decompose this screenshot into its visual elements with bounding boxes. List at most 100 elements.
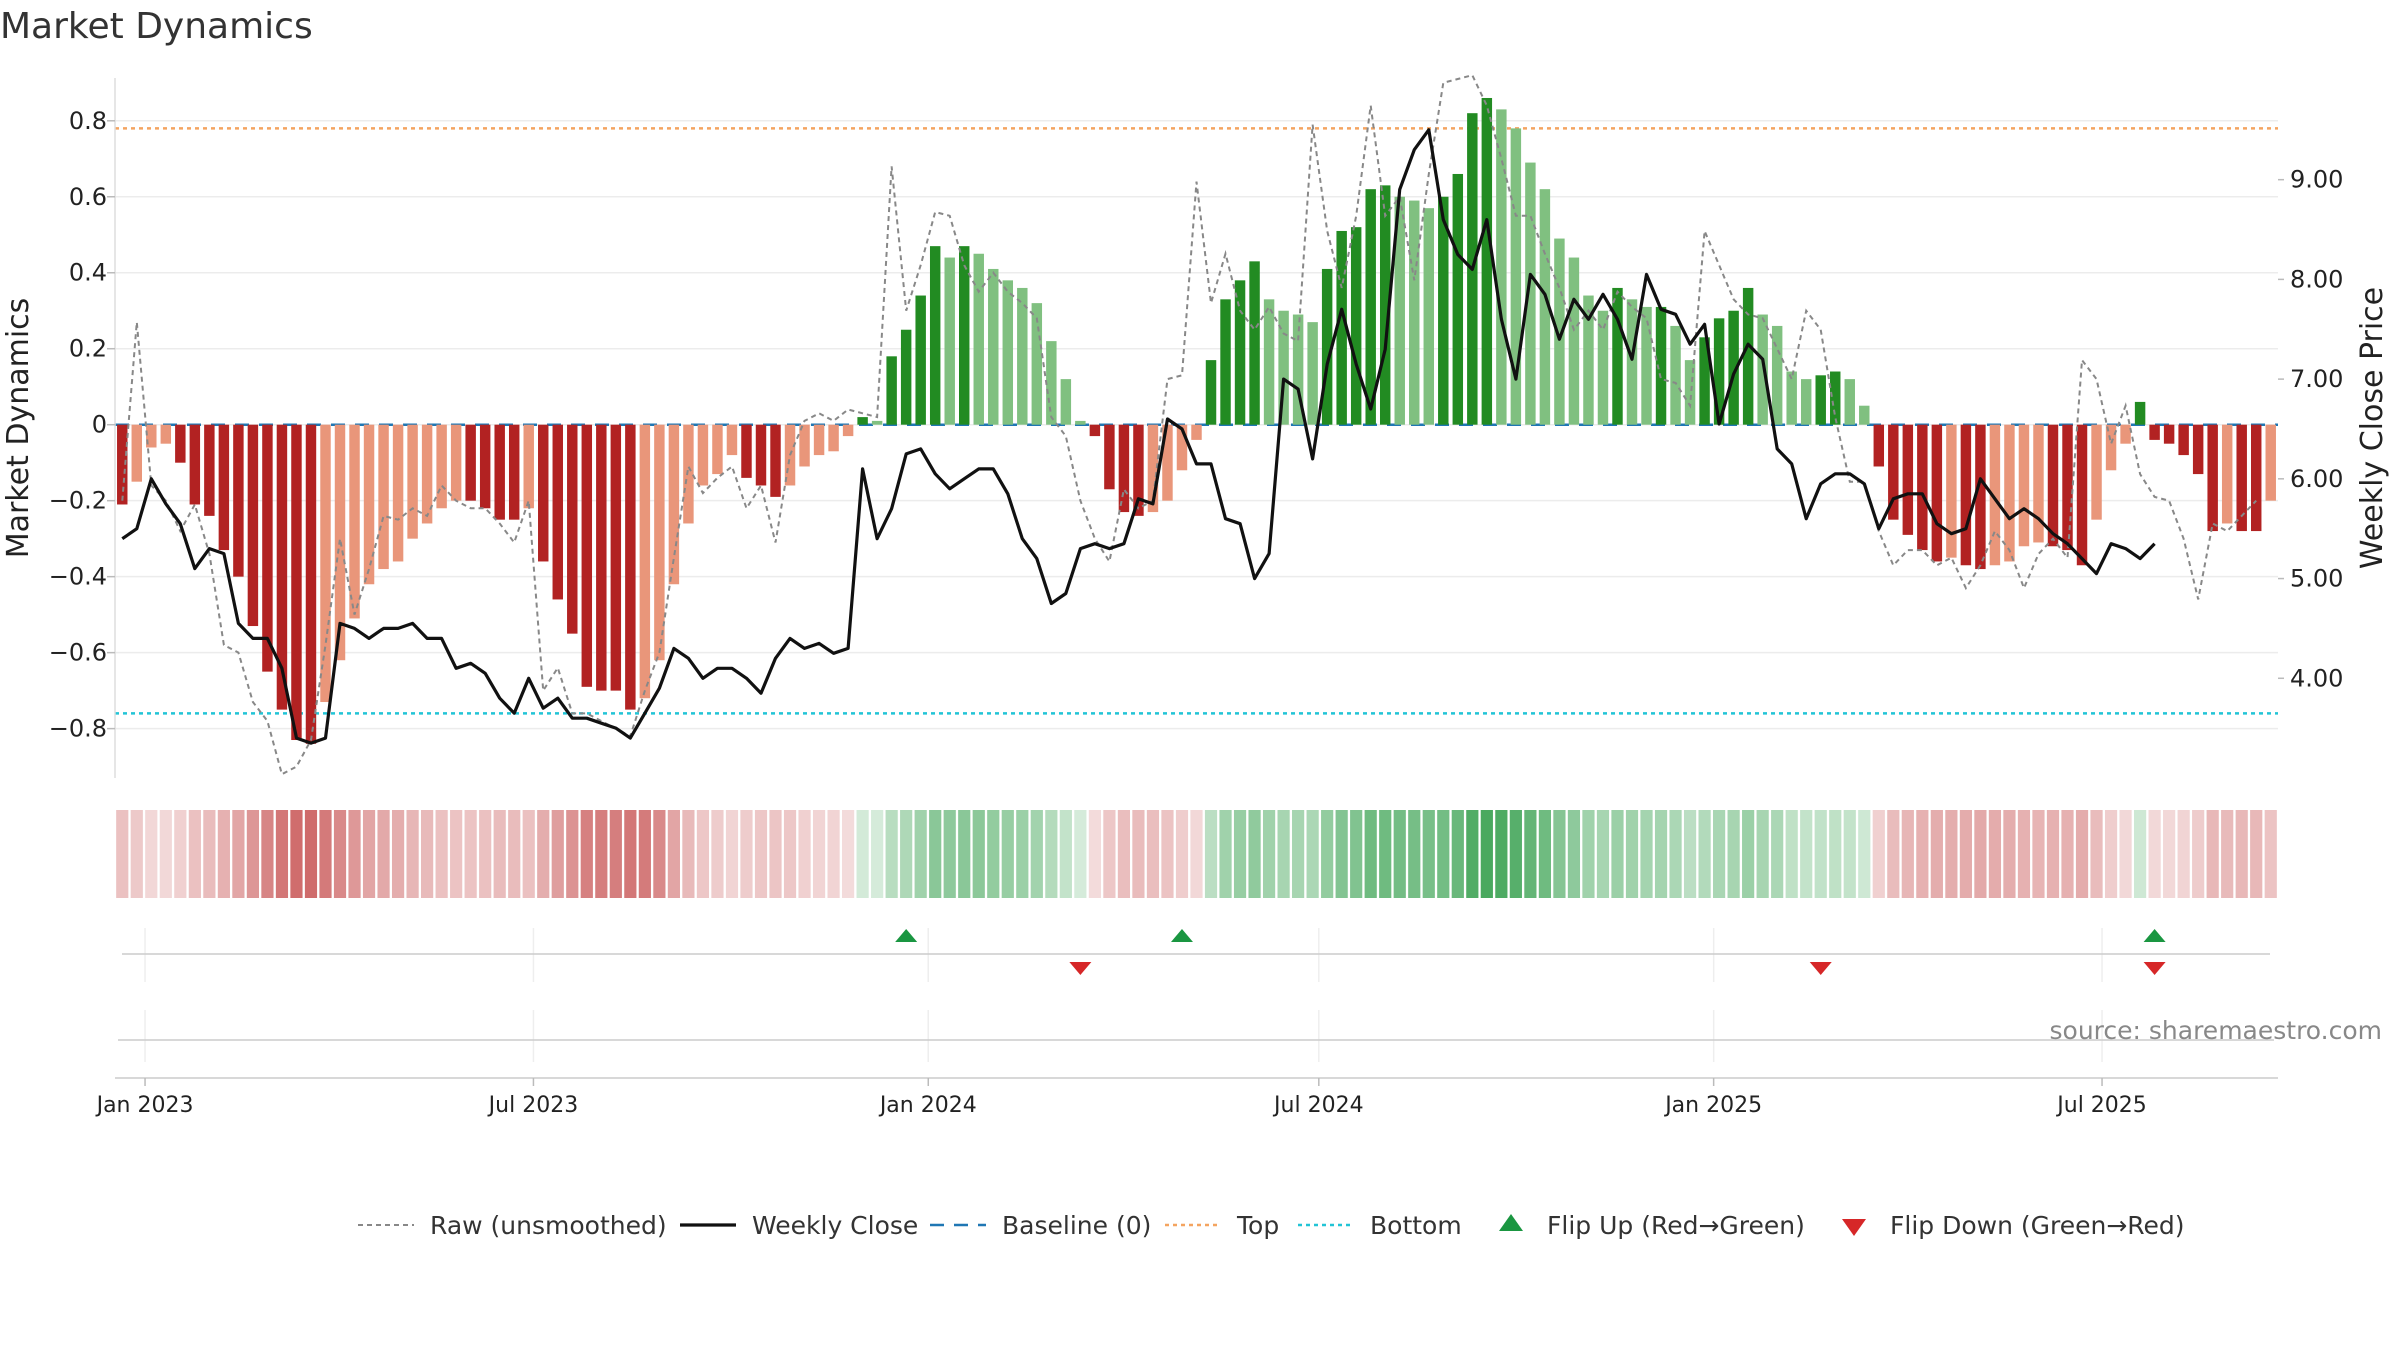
regime-strip-cell: [595, 810, 608, 898]
regime-strip-cell: [1393, 810, 1406, 898]
regime-strip-cell: [1379, 810, 1392, 898]
regime-strip-cell: [740, 810, 753, 898]
y-tick-label-left: 0.4: [69, 259, 107, 287]
dynamics-bar: [407, 424, 418, 539]
dynamics-bar: [1554, 238, 1565, 425]
y-tick-label-left: 0.8: [69, 107, 107, 135]
regime-strip-cell: [943, 810, 956, 898]
dynamics-bar: [1583, 295, 1594, 425]
dynamics-bar: [596, 424, 607, 691]
regime-strip-cell: [304, 810, 318, 898]
regime-strip-cell: [1074, 810, 1087, 898]
regime-strip-cell: [725, 810, 739, 898]
dynamics-bar: [508, 424, 520, 520]
dynamics-bar: [320, 424, 331, 703]
dynamics-bar: [1438, 196, 1449, 425]
dynamics-bar: [1147, 424, 1159, 513]
dynamics-bar: [2134, 401, 2146, 425]
regime-strip-cell: [2075, 810, 2089, 898]
dynamics-bar: [1017, 287, 1028, 425]
dynamics-bar: [538, 424, 549, 562]
dynamics-bar: [1975, 424, 1986, 570]
y-axis-label-right: Weekly Close Price: [2355, 287, 2390, 569]
regime-strip-cell: [203, 810, 216, 898]
regime-strip-cell: [551, 810, 564, 898]
regime-strip-cell: [217, 810, 230, 898]
regime-strip-cell: [1974, 810, 1987, 898]
regime-strip-cell: [769, 810, 782, 898]
dynamics-bar: [915, 295, 926, 425]
dynamics-bar: [1612, 287, 1623, 425]
y-tick-label-left: −0.4: [49, 563, 107, 591]
dynamics-bar: [712, 424, 723, 475]
regime-strip-cell: [508, 810, 521, 898]
dynamics-bar: [1205, 360, 1217, 425]
dynamics-bar: [1888, 424, 1899, 520]
dynamics-bar: [204, 424, 215, 516]
y-tick-label-left: 0: [92, 411, 107, 439]
dynamics-bar: [2178, 424, 2189, 456]
dynamics-bar: [842, 424, 854, 437]
regime-strip-cell: [1350, 810, 1363, 898]
y-tick-label-left: −0.8: [49, 715, 107, 743]
dynamics-bar: [131, 424, 143, 482]
dynamics-bar: [1423, 208, 1434, 425]
regime-strip-cell: [1364, 810, 1377, 898]
dynamics-bar: [799, 424, 810, 467]
dynamics-bar: [610, 424, 622, 691]
legend-label: Baseline (0): [1002, 1211, 1151, 1240]
regime-strip-cell: [624, 810, 637, 898]
dynamics-bar: [654, 424, 665, 661]
dynamics-bar: [1292, 314, 1304, 425]
regime-strip-cell: [856, 810, 869, 898]
regime-strip-cell: [1437, 810, 1450, 898]
legend-label: Weekly Close: [752, 1211, 918, 1240]
dynamics-bar: [668, 424, 680, 585]
regime-strip-cell: [1538, 810, 1551, 898]
regime-strip-cell: [754, 810, 768, 898]
regime-strip-cell: [638, 810, 651, 898]
flip-down-marker: [2143, 962, 2166, 975]
dynamics-bar: [378, 424, 389, 570]
regime-strip-cell: [1016, 810, 1029, 898]
regime-strip-cell: [1988, 810, 2002, 898]
y-ticks-left: 0.8 0.6 0.4 0.2 0 −0.2 −0.4 −0.6 −0.8: [49, 107, 115, 743]
dynamics-bar: [450, 424, 462, 501]
regime-strip-cell: [2177, 810, 2190, 898]
regime-strip-cell: [2119, 810, 2132, 898]
regime-strip-cell: [145, 810, 158, 898]
regime-strip-cell: [1277, 810, 1290, 898]
regime-strip-cell: [1771, 810, 1784, 898]
dynamics-bar: [2076, 424, 2088, 566]
dynamics-bar: [1046, 341, 1057, 425]
dynamics-bar: [973, 253, 984, 425]
regime-strip-cell: [2104, 810, 2118, 898]
dynamics-bar: [828, 424, 839, 452]
lower-panel: [115, 1010, 2278, 1079]
dynamics-bar: [1684, 360, 1696, 425]
regime-strip-cell: [653, 810, 666, 898]
regime-strip-cell: [1219, 810, 1232, 898]
legend: Raw (unsmoothed) Weekly Close Baseline (0)…: [358, 1211, 2185, 1240]
regime-strip-cell: [1756, 810, 1769, 898]
dynamics-bar: [567, 424, 578, 634]
regime-strip-cell: [348, 810, 361, 898]
dynamics-bar: [2149, 424, 2160, 440]
regime-strip-cell: [362, 810, 376, 898]
dynamics-bar: [1321, 268, 1333, 425]
dynamics-bar: [1960, 424, 1972, 566]
regime-strip-cell: [537, 810, 550, 898]
regime-strip-cell: [900, 810, 913, 898]
regime-strip-cell: [159, 810, 172, 898]
regime-strip-cell: [1669, 810, 1682, 898]
dynamics-bar: [1133, 424, 1144, 516]
dynamics-bar: [1830, 371, 1841, 425]
y-axis-label-left: Market Dynamics: [1, 298, 36, 559]
dynamics-bar: [959, 246, 970, 425]
y-tick-label-left: −0.2: [49, 487, 107, 515]
regime-strip-cell: [1059, 810, 1072, 898]
dynamics-bar: [1365, 189, 1376, 425]
dynamics-bar: [1917, 424, 1928, 551]
dynamics-bar: [523, 424, 534, 509]
